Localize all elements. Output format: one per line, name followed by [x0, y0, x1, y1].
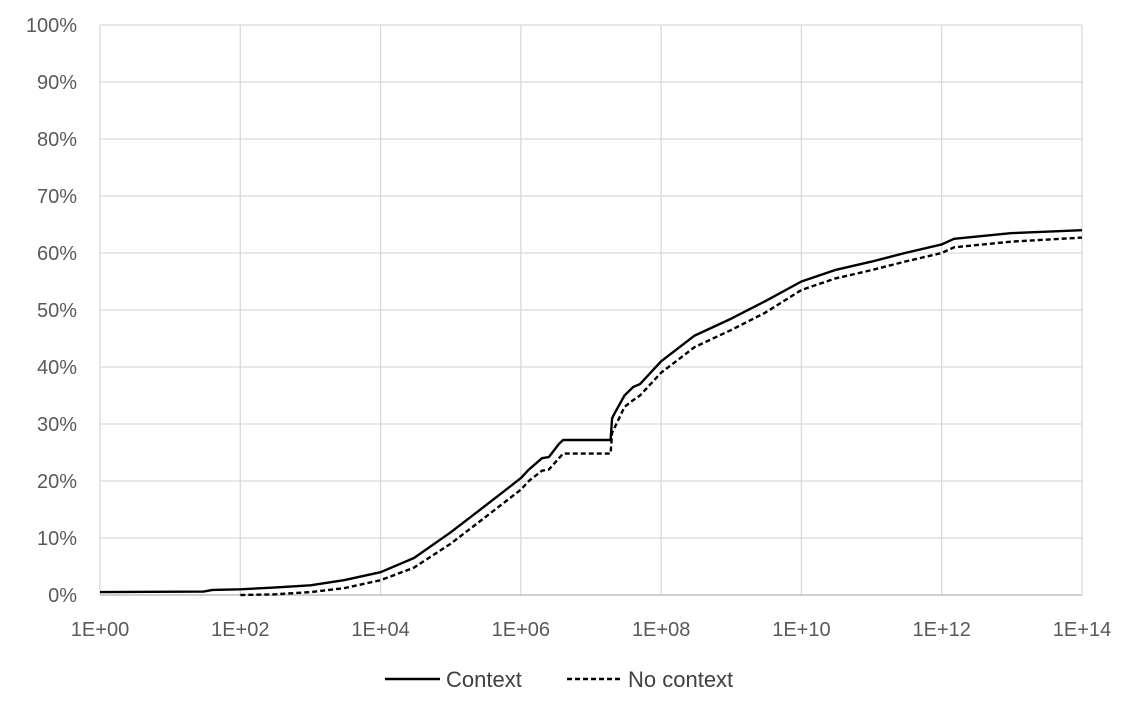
legend: Context No context: [385, 667, 733, 692]
y-tick-label: 50%: [37, 300, 77, 322]
axes: [99, 25, 1082, 596]
x-tick-label: 1E+02: [211, 619, 269, 641]
series-line-context: [99, 229, 1083, 594]
y-tick-label: 80%: [37, 129, 77, 151]
y-tick-label: 60%: [37, 243, 77, 265]
y-tick-label: 40%: [37, 357, 77, 379]
y-tick-label: 20%: [37, 471, 77, 493]
x-tick-label: 1E+14: [1053, 619, 1111, 641]
y-tick-label: 100%: [26, 15, 77, 37]
x-tick-label: 1E+12: [913, 619, 971, 641]
x-tick-label: 1E+10: [772, 619, 830, 641]
y-axis-tick-labels: 0% 10% 20% 30% 40% 50% 60% 70% 80% 90% 100%: [26, 15, 77, 607]
y-tick-label: 90%: [37, 72, 77, 94]
y-tick-label: 70%: [37, 186, 77, 208]
series-lines: [99, 229, 1083, 597]
series-line-no-context: [240, 236, 1083, 597]
x-tick-label: 1E+08: [632, 619, 690, 641]
x-axis-tick-labels: 1E+00 1E+02 1E+04 1E+06 1E+08 1E+10 1E+12 1E+14: [71, 619, 1111, 641]
x-tick-label: 1E+04: [351, 619, 409, 641]
y-tick-label: 30%: [37, 414, 77, 436]
y-tick-label: 0%: [48, 585, 77, 607]
x-tick-label: 1E+06: [492, 619, 550, 641]
legend-label-context: Context: [446, 667, 522, 692]
y-tick-label: 10%: [37, 528, 77, 550]
gridlines: [100, 24, 1083, 595]
legend-label-no-context: No context: [628, 667, 733, 692]
x-tick-label: 1E+00: [71, 619, 129, 641]
